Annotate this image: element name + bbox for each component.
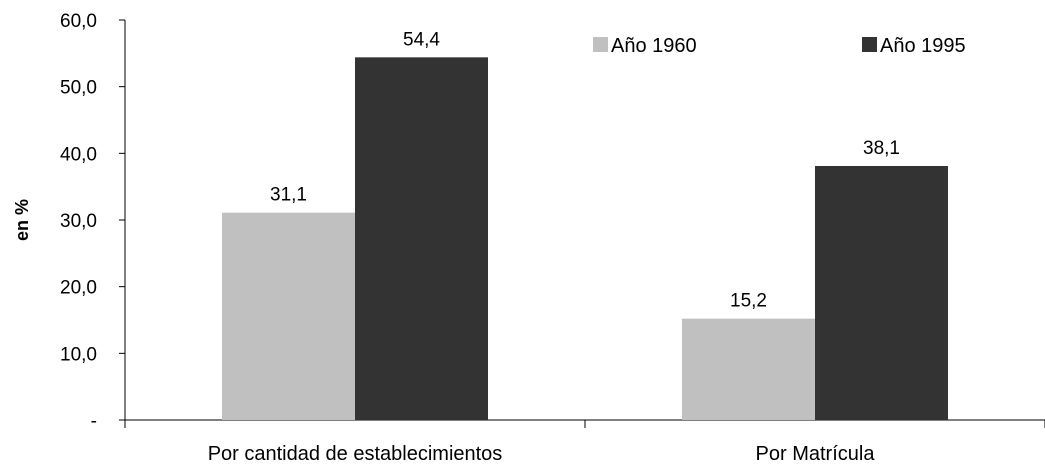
category-label: Por cantidad de establecimientos	[208, 443, 503, 465]
y-tick-label: 20,0	[60, 278, 97, 299]
y-tick-label: 50,0	[60, 78, 97, 99]
bar	[682, 318, 815, 420]
data-label: 54,4	[403, 29, 440, 50]
data-label: 38,1	[863, 138, 900, 159]
y-tick-label: 40,0	[60, 144, 97, 165]
legend-swatch	[593, 37, 608, 52]
y-axis: - 10,0 20,0 30,0 40,0 50,0 60,0	[60, 11, 126, 432]
y-tick-label: 10,0	[60, 344, 97, 365]
y-axis-title: en %	[12, 199, 32, 241]
legend-label: Año 1960	[611, 35, 697, 57]
legend-label: Año 1995	[880, 35, 966, 57]
bar	[815, 166, 948, 420]
data-labels: 31,1 54,4 15,2 38,1	[270, 29, 900, 311]
y-tick-label: -	[91, 411, 97, 432]
x-axis: Por cantidad de establecimientos Por Matr…	[124, 419, 1045, 465]
bar	[222, 212, 355, 420]
y-tick-label: 60,0	[60, 11, 97, 32]
data-label: 15,2	[730, 291, 767, 312]
category-label: Por Matrícula	[756, 443, 876, 465]
data-label: 31,1	[270, 185, 307, 206]
bars	[222, 57, 948, 420]
y-tick-label: 30,0	[60, 211, 97, 232]
legend: Año 1960 Año 1995	[593, 35, 966, 57]
legend-swatch	[862, 37, 877, 52]
bar	[355, 57, 488, 420]
